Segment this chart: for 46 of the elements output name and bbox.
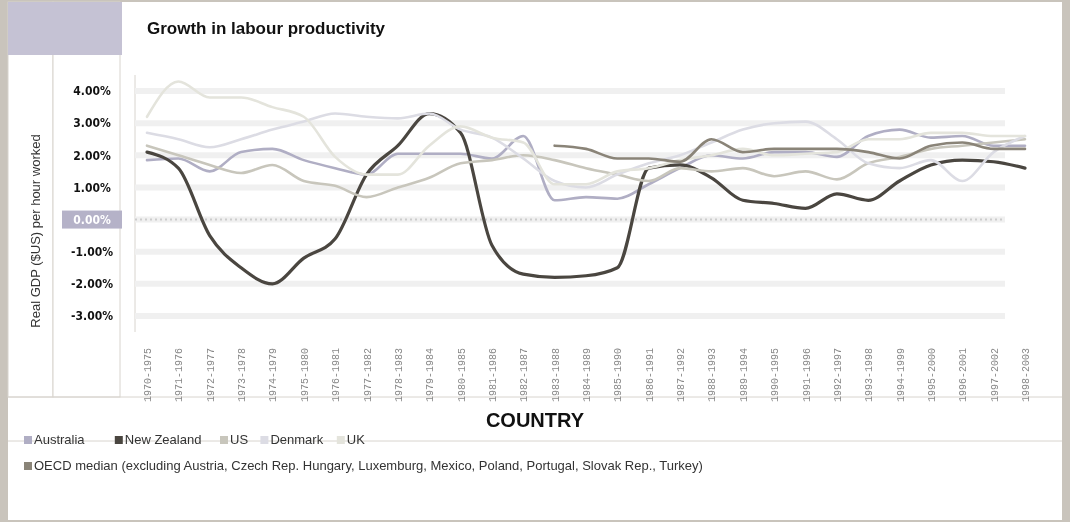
x-tick-label: 1996-2001 [958, 348, 970, 403]
y-tick-label: 0.00% [73, 212, 111, 227]
x-tick-label: 1976-1981 [331, 348, 343, 403]
x-tick-label: 1995-2000 [926, 348, 938, 403]
x-tick-label: 1983-1988 [550, 348, 562, 403]
x-tick-label: 1978-1983 [393, 348, 405, 403]
x-axis-title: COUNTRY [485, 409, 585, 431]
x-tick-label: 1998-2003 [1021, 348, 1032, 403]
x-tick-label: 1989-1994 [738, 348, 750, 403]
x-tick-label: 1987-1992 [676, 348, 688, 403]
legend-label: UK [346, 432, 366, 447]
legend-label: Australia [34, 432, 86, 447]
x-tick-label: 1997-2002 [989, 348, 1001, 403]
x-tick-label: 1975-1980 [299, 348, 311, 403]
x-tick-label: 1991-1996 [801, 348, 813, 403]
y-tick-label: -1.00% [71, 244, 114, 259]
legend-label: OECD median (excluding Austria, Czech Rep. Hungary, Luxemburg, Mexico, Poland, Portugal, Slovak Rep., Turkey) [34, 458, 703, 473]
x-tick-label: 1982-1987 [519, 348, 531, 403]
y-tick-label: 1.00% [73, 180, 111, 195]
y-axis-title: Real GDP ($US) per hour worked [28, 134, 43, 328]
x-tick-label: 1984-1989 [582, 348, 593, 403]
x-tick-label: 1973-1978 [237, 348, 249, 403]
chart-title: Growth in labour productivity [147, 19, 386, 38]
x-tick-label: 1988-1993 [707, 348, 719, 403]
legend-label: New Zealand [124, 432, 202, 447]
x-tick-label: 1979-1984 [425, 348, 437, 403]
x-tick-label: 1971-1976 [174, 348, 186, 403]
x-tick-label: 1972-1977 [205, 348, 217, 403]
x-tick-label: 1985-1990 [613, 348, 625, 403]
x-tick-label: 1993-1998 [864, 348, 876, 403]
y-tick-label: 2.00% [73, 148, 111, 163]
legend-label: US [230, 432, 249, 447]
y-tick-label: 4.00% [73, 84, 111, 99]
x-tick-label: 1981-1986 [487, 348, 499, 403]
x-tick-label: 1992-1997 [832, 348, 844, 403]
x-tick-label: 1986-1991 [644, 348, 656, 403]
x-tick-label: 1990-1995 [770, 348, 782, 403]
y-tick-label: -3.00% [71, 309, 114, 324]
x-tick-label: 1994-1999 [895, 348, 907, 403]
y-tick-label: -2.00% [71, 277, 114, 292]
x-tick-label: 1977-1982 [362, 348, 374, 403]
x-tick-label: 1980-1985 [456, 348, 468, 403]
x-tick-label: 1970-1975 [143, 348, 154, 403]
x-tick-label: 1974-1979 [268, 348, 280, 403]
legend-label: Denmark [270, 432, 324, 447]
y-tick-label: 3.00% [73, 116, 111, 131]
